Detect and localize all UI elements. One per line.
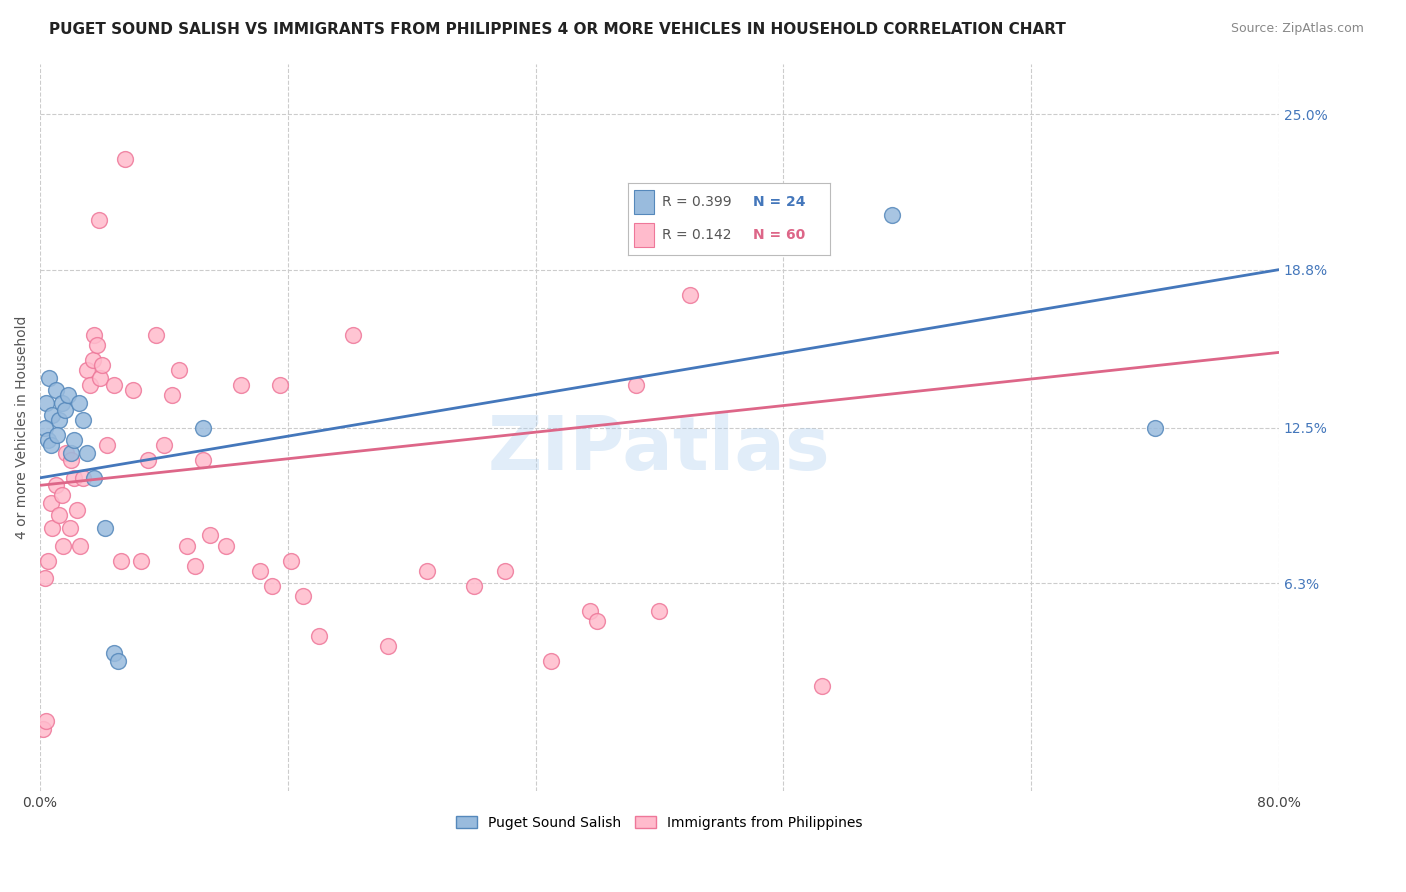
Point xyxy=(269,378,291,392)
Point xyxy=(811,679,834,693)
Point xyxy=(34,571,56,585)
Point xyxy=(37,553,59,567)
Point xyxy=(52,539,75,553)
Text: R = 0.399: R = 0.399 xyxy=(662,195,733,209)
Bar xyxy=(634,223,654,247)
Point xyxy=(215,539,238,553)
Point xyxy=(96,438,118,452)
Point xyxy=(32,722,55,736)
Point xyxy=(129,553,152,567)
Point xyxy=(586,614,609,628)
Point xyxy=(540,654,562,668)
Point xyxy=(308,629,330,643)
Point xyxy=(87,212,110,227)
Point xyxy=(35,395,58,409)
Point xyxy=(160,388,183,402)
Text: ZIPatlas: ZIPatlas xyxy=(488,413,831,486)
Point xyxy=(110,553,132,567)
Point xyxy=(231,378,253,392)
Point xyxy=(83,327,105,342)
Point xyxy=(58,521,80,535)
Point xyxy=(200,528,222,542)
Point xyxy=(72,413,94,427)
Point xyxy=(66,503,89,517)
Point xyxy=(48,413,70,427)
Point xyxy=(138,453,160,467)
Point xyxy=(76,446,98,460)
Point xyxy=(60,446,83,460)
Point xyxy=(103,378,125,392)
Point xyxy=(89,370,111,384)
Point xyxy=(86,338,108,352)
Point xyxy=(377,639,399,653)
Point xyxy=(191,453,214,467)
Point xyxy=(114,153,136,167)
Text: R = 0.142: R = 0.142 xyxy=(662,228,731,243)
Text: PUGET SOUND SALISH VS IMMIGRANTS FROM PHILIPPINES 4 OR MORE VEHICLES IN HOUSEHOL: PUGET SOUND SALISH VS IMMIGRANTS FROM PH… xyxy=(49,22,1066,37)
Point xyxy=(41,521,63,535)
Y-axis label: 4 or more Vehicles in Household: 4 or more Vehicles in Household xyxy=(15,316,30,540)
Point xyxy=(46,428,69,442)
Point xyxy=(39,438,62,452)
Point xyxy=(69,539,91,553)
Point xyxy=(41,408,63,422)
Text: N = 60: N = 60 xyxy=(754,228,806,243)
Point xyxy=(624,378,647,392)
Point xyxy=(249,564,271,578)
Point xyxy=(342,327,364,342)
Point xyxy=(880,207,903,221)
Point xyxy=(280,553,302,567)
Point xyxy=(679,287,702,301)
Point xyxy=(1143,420,1166,434)
Point xyxy=(72,471,94,485)
Point xyxy=(94,521,117,535)
Text: N = 24: N = 24 xyxy=(754,195,806,209)
Point xyxy=(76,363,98,377)
Point xyxy=(37,433,59,447)
Point xyxy=(51,395,73,409)
Point xyxy=(107,654,129,668)
Point xyxy=(416,564,439,578)
Text: Source: ZipAtlas.com: Source: ZipAtlas.com xyxy=(1230,22,1364,36)
Point xyxy=(191,420,214,434)
Point xyxy=(45,478,67,492)
Point xyxy=(494,564,516,578)
Point xyxy=(45,383,67,397)
Point xyxy=(35,714,58,728)
Point xyxy=(63,433,86,447)
Point xyxy=(292,589,315,603)
Point xyxy=(83,471,105,485)
Point xyxy=(176,539,198,553)
Point xyxy=(103,646,125,660)
Point xyxy=(153,438,176,452)
Point xyxy=(648,604,671,618)
Point xyxy=(169,363,191,377)
Point xyxy=(82,353,104,368)
Point xyxy=(56,388,79,402)
Point xyxy=(262,579,284,593)
Point xyxy=(55,446,77,460)
Point xyxy=(578,604,600,618)
Point xyxy=(184,558,207,573)
Point xyxy=(60,453,83,467)
Point xyxy=(39,496,62,510)
Point xyxy=(91,358,114,372)
Point xyxy=(48,508,70,523)
Point xyxy=(79,378,101,392)
Point xyxy=(463,579,485,593)
Bar xyxy=(634,190,654,214)
Point xyxy=(67,395,90,409)
Point xyxy=(38,370,60,384)
Point xyxy=(51,488,73,502)
Point xyxy=(122,383,145,397)
Point xyxy=(34,420,56,434)
Point xyxy=(53,403,76,417)
Point xyxy=(63,471,86,485)
Legend: Puget Sound Salish, Immigrants from Philippines: Puget Sound Salish, Immigrants from Phil… xyxy=(451,810,868,835)
Point xyxy=(145,327,167,342)
